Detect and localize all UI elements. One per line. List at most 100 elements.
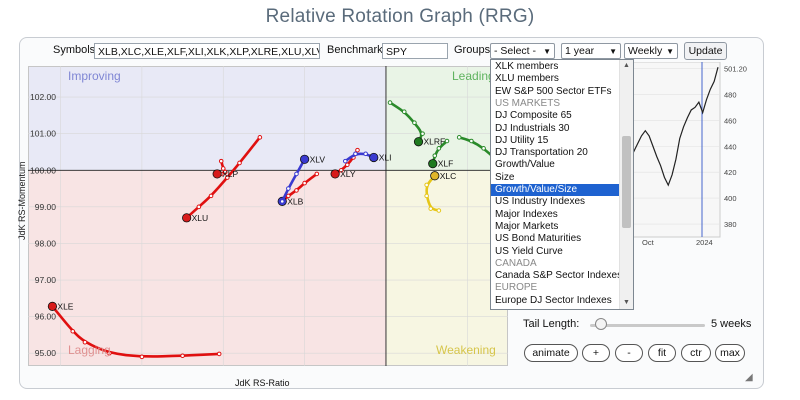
tail-point[interactable]: [436, 146, 442, 151]
tail-head-xlv[interactable]: [300, 154, 310, 164]
tail-length-track[interactable]: [590, 324, 705, 327]
dropdown-option[interactable]: US Bond Maturities: [495, 233, 582, 245]
quadrant-label-weakening: Weakening: [436, 343, 496, 357]
period-select[interactable]: 1 year ▼: [561, 43, 621, 59]
tail-point[interactable]: [225, 175, 230, 180]
chevron-down-icon: ▼: [543, 47, 551, 56]
tail-head-xlu[interactable]: [182, 213, 192, 223]
tail-point[interactable]: [387, 100, 393, 105]
update-button[interactable]: Update: [684, 42, 727, 60]
fit-button[interactable]: fit: [648, 344, 676, 362]
dropdown-option[interactable]: DJ Utility 15: [495, 134, 549, 146]
dropdown-option[interactable]: XLK members: [495, 61, 559, 72]
zoom-out-button[interactable]: -: [615, 344, 643, 362]
tail-point[interactable]: [353, 151, 358, 157]
tail-point[interactable]: [279, 199, 285, 204]
scroll-down-icon[interactable]: ▼: [623, 299, 630, 306]
dropdown-scrollbar[interactable]: ▲ ▼: [619, 60, 633, 309]
tail-point[interactable]: [286, 186, 291, 191]
tail-point[interactable]: [424, 182, 429, 188]
tail-point[interactable]: [222, 169, 228, 175]
benchmark-y-label: 480: [724, 90, 737, 99]
tail-point[interactable]: [314, 171, 320, 177]
y-tick-label: 101.00: [30, 129, 56, 139]
quadrant-label-leading: Leading: [452, 69, 495, 83]
resize-grip-icon[interactable]: ◢: [745, 372, 753, 383]
center-button[interactable]: ctr: [681, 344, 711, 362]
tail-point[interactable]: [412, 120, 417, 126]
dropdown-option[interactable]: DJ Composite 65: [495, 110, 572, 122]
tail-point[interactable]: [208, 193, 214, 199]
quadrant-weakening: [385, 170, 508, 366]
dropdown-option[interactable]: US Industry Indexes: [495, 196, 586, 208]
tail-head-xlc[interactable]: [430, 171, 440, 181]
dropdown-option[interactable]: XLU members: [495, 73, 559, 85]
tail-point[interactable]: [401, 109, 407, 115]
symbols-input[interactable]: XLB,XLC,XLE,XLF,XLI,XLK,XLP,XLRE,XLU,XLV…: [94, 43, 320, 59]
tail-head-xlf[interactable]: [428, 159, 438, 169]
dropdown-option[interactable]: DJ Transportation 20: [495, 147, 588, 159]
symbols-label: Symbols:: [53, 44, 99, 56]
tail-point[interactable]: [424, 193, 429, 199]
dropdown-option[interactable]: Major Indexes: [495, 208, 558, 220]
tail-point[interactable]: [481, 146, 486, 151]
tail-point[interactable]: [302, 180, 307, 186]
tail-label: XLB: [287, 196, 303, 206]
dropdown-option[interactable]: Europe DJ Sector Indexes: [495, 294, 612, 306]
tail-point[interactable]: [139, 354, 145, 360]
tail-head-xle[interactable]: [47, 301, 58, 311]
tail-head-xly[interactable]: [330, 169, 340, 179]
tail-point[interactable]: [70, 328, 76, 334]
tail-point[interactable]: [420, 131, 425, 136]
tail-label: XLU: [192, 213, 209, 223]
tail-point[interactable]: [363, 151, 368, 157]
tail-head-xlre[interactable]: [413, 137, 424, 147]
tail-point[interactable]: [180, 353, 185, 359]
tail-point[interactable]: [107, 350, 112, 356]
tail-point[interactable]: [342, 158, 348, 164]
tail-point[interactable]: [436, 208, 442, 213]
tail-point[interactable]: [196, 204, 202, 210]
tail-line-xle[interactable]: [51, 305, 221, 358]
dropdown-group-header: EUROPE: [495, 282, 538, 294]
tail-point[interactable]: [82, 339, 88, 345]
tail-point[interactable]: [216, 351, 222, 357]
dropdown-option[interactable]: EW S&P 500 Sector ETFs: [495, 85, 612, 97]
tail-point[interactable]: [355, 147, 360, 153]
tail-point[interactable]: [220, 166, 226, 171]
tail-point[interactable]: [286, 193, 291, 199]
tail-point[interactable]: [456, 135, 462, 140]
dropdown-option[interactable]: US Yield Curve: [495, 245, 563, 257]
tail-point[interactable]: [338, 167, 344, 173]
tail-point[interactable]: [294, 171, 299, 177]
tail-point[interactable]: [432, 153, 438, 158]
y-axis-label: JdK RS-Momentum: [17, 161, 27, 240]
dropdown-option[interactable]: Growth/Value/Size: [491, 184, 619, 197]
dropdown-option[interactable]: Size: [495, 171, 515, 183]
frequency-select[interactable]: Weekly ▼: [624, 43, 678, 59]
tail-point[interactable]: [444, 138, 450, 144]
tail-length-slider-handle[interactable]: [595, 318, 607, 330]
groups-select-value: - Select -: [494, 45, 537, 57]
tail-point[interactable]: [218, 158, 224, 164]
zoom-in-button[interactable]: +: [582, 344, 610, 362]
groups-dropdown-list[interactable]: XLK members XLU members EW S&P 500 Sector …: [490, 59, 634, 310]
tail-point[interactable]: [345, 162, 350, 168]
dropdown-option[interactable]: Canada S&P Sector Indexes: [495, 270, 623, 282]
max-button[interactable]: max: [715, 344, 745, 362]
tail-head-xli[interactable]: [369, 152, 379, 163]
scroll-up-icon[interactable]: ▲: [623, 62, 630, 69]
tail-point[interactable]: [257, 135, 263, 140]
animate-button[interactable]: animate: [524, 344, 578, 362]
benchmark-input[interactable]: SPY: [382, 43, 448, 59]
tail-point[interactable]: [469, 138, 474, 144]
tail-point[interactable]: [294, 188, 299, 193]
dropdown-option[interactable]: Major Markets: [495, 220, 559, 232]
tail-head-xlp[interactable]: [212, 169, 222, 179]
scrollbar-thumb[interactable]: [622, 136, 631, 228]
dropdown-option[interactable]: DJ Industrials 30: [495, 122, 570, 134]
dropdown-option[interactable]: Growth/Value: [495, 159, 555, 171]
groups-select[interactable]: - Select - ▼: [490, 43, 555, 59]
tail-point[interactable]: [428, 206, 434, 211]
tail-point[interactable]: [237, 160, 242, 166]
